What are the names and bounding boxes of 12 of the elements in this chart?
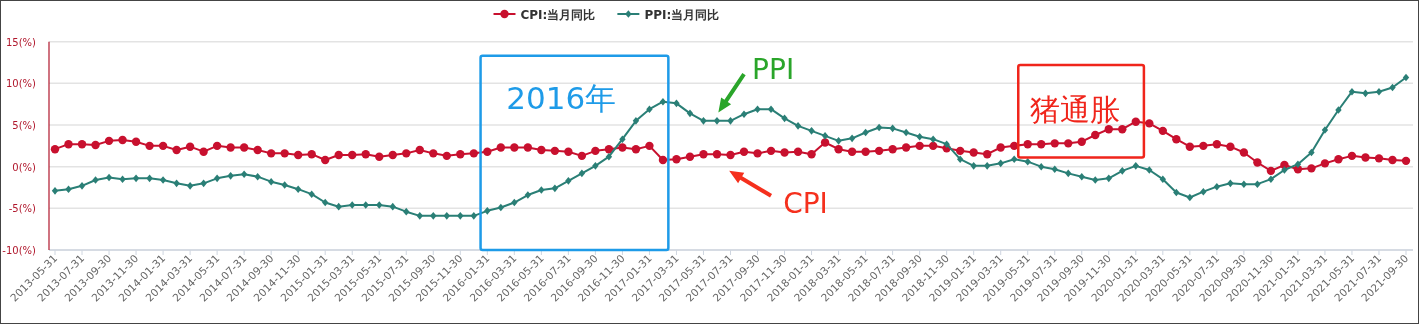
y-tick-label: 10(%) [5,78,37,90]
annotation: 猪通胀 [1030,92,1121,128]
y-tick-label: 5(%) [12,120,37,132]
legend-label: CPI:当月同比 [520,7,596,22]
annotation: 2016年 [506,80,617,117]
y-tick-label: 0(%) [12,161,37,173]
legend-label: PPI:当月同比 [644,7,720,22]
y-tick-label: -10(%) [2,245,37,256]
y-tick-label: -5(%) [8,203,37,215]
annotation: CPI [783,187,828,221]
annotation: PPI [752,53,795,87]
y-tick-label: 15(%) [5,36,37,48]
